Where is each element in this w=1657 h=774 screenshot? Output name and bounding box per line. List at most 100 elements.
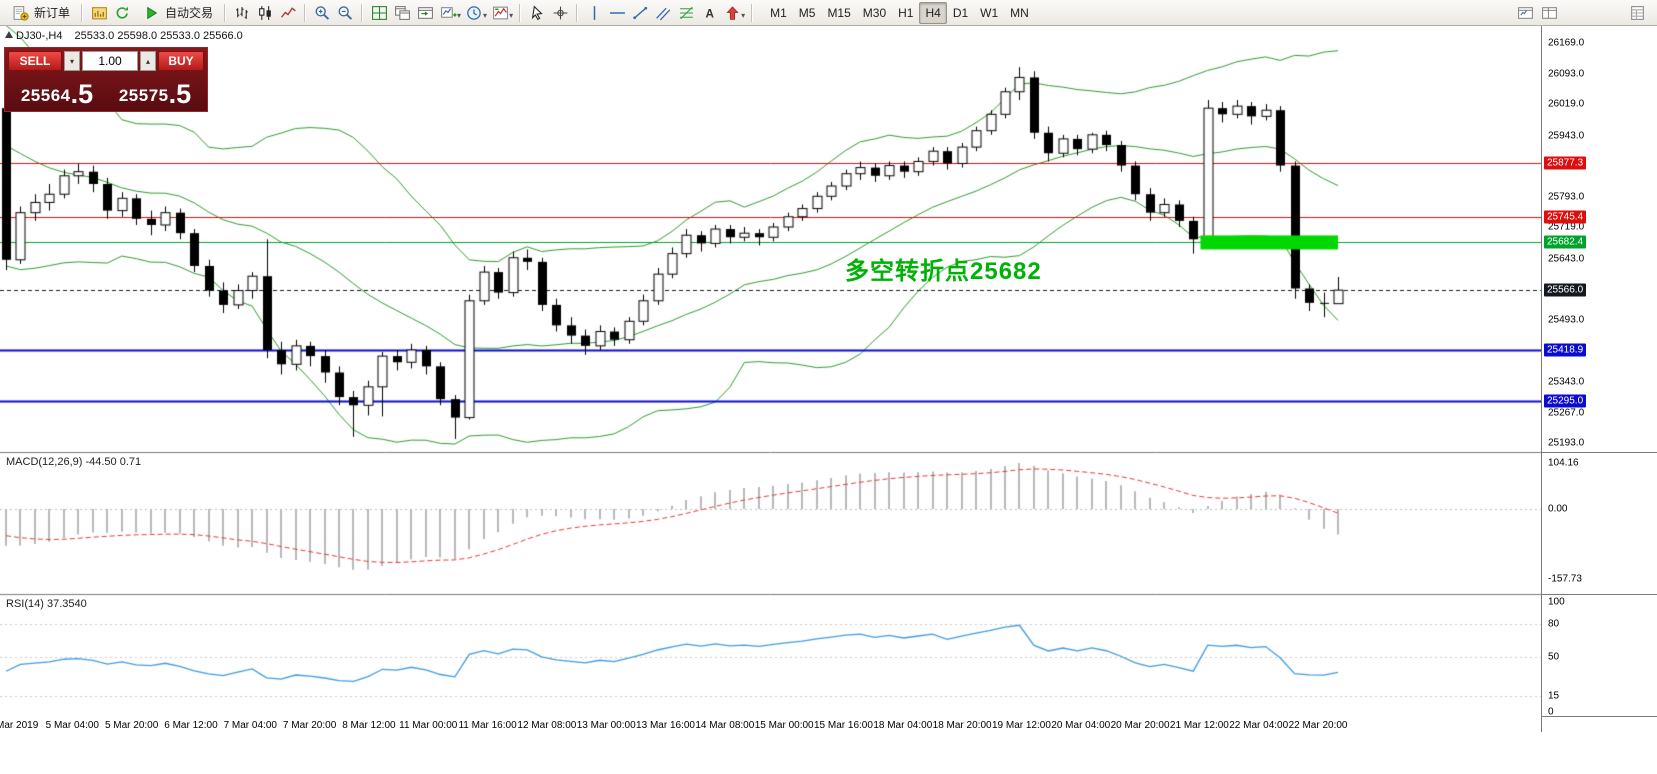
timeframe-button-h1[interactable]: H1 [892, 2, 919, 24]
price-marker-label: 25682.4 [1544, 235, 1587, 249]
timeframe-button-d1[interactable]: D1 [947, 2, 974, 24]
volume-down-stepper[interactable]: ▾ [64, 51, 80, 71]
pane-divider [1542, 594, 1657, 595]
bar-chart-icon[interactable] [231, 2, 253, 23]
zoom-in-icon[interactable] [311, 2, 333, 23]
axis-tick-label: 25719.0 [1548, 221, 1585, 233]
trendline-icon[interactable] [629, 2, 651, 23]
horizontal-line-icon[interactable] [606, 2, 628, 23]
price-marker-label: 25745.4 [1544, 210, 1587, 224]
one-click-toggle-icon[interactable] [5, 31, 13, 38]
time-axis-label: 19 Mar 12:00 [991, 720, 1051, 731]
arrows-button[interactable]: ▾ [721, 2, 746, 23]
chevron-down-icon: ▾ [483, 11, 488, 20]
axis-tick-label: 25343.0 [1548, 376, 1585, 388]
time-axis-label: 14 Mar 08:00 [695, 720, 755, 731]
chevron-down-icon: ▾ [457, 11, 462, 20]
tile-windows-icon[interactable] [368, 2, 390, 23]
templates-icon [489, 2, 511, 23]
time-axis-label: 13 Mar 16:00 [636, 720, 695, 731]
axis-tick-label: 80 [1548, 618, 1560, 630]
data-window-icon[interactable] [1626, 2, 1648, 23]
time-axis-label: 11 Mar 16:00 [458, 720, 517, 731]
sell-price-frac: .5 [70, 79, 94, 110]
axis-tick-label: 15 [1548, 690, 1560, 701]
one-click-trading-panel: SELL ▾ ▴ BUY 25564.5 25575.5 [4, 47, 208, 112]
charts-profile-icon[interactable] [88, 2, 110, 23]
chart-window-icon[interactable] [1514, 2, 1536, 23]
text-label-icon[interactable]: A [698, 2, 720, 23]
new-order-label: 新订单 [34, 6, 71, 20]
rsi-label: RSI(14) 37.3540 [6, 598, 87, 610]
candlestick-chart-icon[interactable] [254, 2, 276, 23]
price-marker-label: 25566.0 [1544, 283, 1587, 297]
price-axis[interactable]: 26169.026093.026019.025943.025868.025793… [1541, 26, 1657, 732]
periods-button[interactable]: ▾ [463, 2, 488, 23]
axis-tick-label: 25493.0 [1548, 314, 1585, 326]
time-axis-label: 11 Mar 00:00 [399, 720, 458, 731]
window-layout-icon[interactable] [1538, 2, 1560, 23]
periods-icon [463, 2, 485, 23]
chevron-down-icon: ▾ [741, 11, 746, 20]
timeframe-button-w1[interactable]: W1 [974, 2, 1004, 24]
timeframe-button-m5[interactable]: M5 [793, 2, 822, 24]
price-chart-canvas[interactable] [0, 26, 1541, 732]
toolbar-separator [81, 3, 84, 22]
chart-symbol: DJ30-,H4 [16, 30, 63, 42]
main-toolbar: 新订单 自动交易 ▾ ▾ ▾ [0, 0, 1657, 26]
templates-button[interactable]: ▾ [489, 2, 514, 23]
time-axis-label: 4 Mar 2019 [0, 720, 39, 731]
time-axis-label: 18 Mar 04:00 [873, 720, 933, 731]
new-order-icon [9, 2, 31, 23]
buy-price[interactable]: 25575.5 [106, 71, 204, 108]
time-axis-label: 12 Mar 08:00 [517, 720, 577, 731]
time-axis-label: 20 Mar 20:00 [1110, 720, 1170, 731]
trade-panel-controls: SELL ▾ ▴ BUY [8, 51, 204, 71]
fibonacci-icon[interactable] [675, 2, 697, 23]
time-axis[interactable]: 4 Mar 2019 5 Mar 04:00 5 Mar 20:00 6 Mar 12… [0, 716, 1541, 734]
timeframe-button-m30[interactable]: M30 [857, 2, 892, 24]
time-axis-label: 5 Mar 04:00 [45, 720, 99, 731]
timeframe-button-h4[interactable]: H4 [919, 1, 947, 24]
timeframe-button-mn[interactable]: MN [1004, 2, 1035, 24]
pivot-annotation[interactable]: 多空转折点25682 [845, 258, 1042, 285]
zoom-out-icon[interactable] [334, 2, 356, 23]
buy-button[interactable]: BUY [158, 51, 204, 71]
new-order-button[interactable]: 新订单 [3, 2, 76, 24]
timeframe-toolbar: M1 M5 M15 M30 H1 H4 D1 W1 MN [764, 1, 1035, 24]
sell-button[interactable]: SELL [8, 51, 62, 71]
svg-text:A: A [705, 7, 714, 20]
auto-trading-button[interactable]: 自动交易 [134, 2, 219, 24]
auto-arrange-icon[interactable] [414, 2, 436, 23]
cascade-windows-icon[interactable] [391, 2, 413, 23]
volume-up-stepper[interactable]: ▴ [140, 51, 156, 71]
time-axis-label: 13 Mar 00:00 [576, 720, 636, 731]
arrow-marker-icon [721, 2, 743, 23]
indicators-button[interactable]: ▾ [437, 2, 462, 23]
time-axis-label: 7 Mar 20:00 [282, 720, 337, 731]
time-axis-label: 6 Mar 12:00 [164, 720, 218, 731]
price-marker-label: 25877.3 [1544, 156, 1587, 170]
axis-tick-label: -157.73 [1548, 573, 1582, 585]
toolbar-right-group [1514, 2, 1654, 23]
refresh-icon[interactable] [111, 2, 133, 23]
volume-input[interactable] [82, 51, 138, 71]
timeframe-button-m1[interactable]: M1 [764, 2, 793, 24]
price-marker-label: 25295.0 [1544, 394, 1587, 408]
crosshair-icon[interactable] [549, 2, 571, 23]
line-chart-icon[interactable] [277, 2, 299, 23]
sell-price[interactable]: 25564.5 [8, 71, 106, 108]
chevron-down-icon: ▾ [509, 11, 514, 20]
chart-title: DJ30-,H4 25533.0 25598.0 25533.0 25566.0 [16, 30, 243, 42]
buy-price-frac: .5 [168, 79, 192, 110]
time-axis-label: 20 Mar 04:00 [1051, 720, 1111, 731]
pane-divider [1542, 716, 1657, 717]
vertical-line-icon[interactable] [583, 2, 605, 23]
toolbar-separator [361, 3, 364, 22]
axis-tick-label: 0.00 [1548, 503, 1568, 515]
time-axis-label: 8 Mar 12:00 [342, 720, 396, 731]
trade-panel-prices: 25564.5 25575.5 [8, 71, 204, 108]
timeframe-button-m15[interactable]: M15 [821, 2, 856, 24]
cursor-icon[interactable] [526, 2, 548, 23]
channel-icon[interactable] [652, 2, 674, 23]
